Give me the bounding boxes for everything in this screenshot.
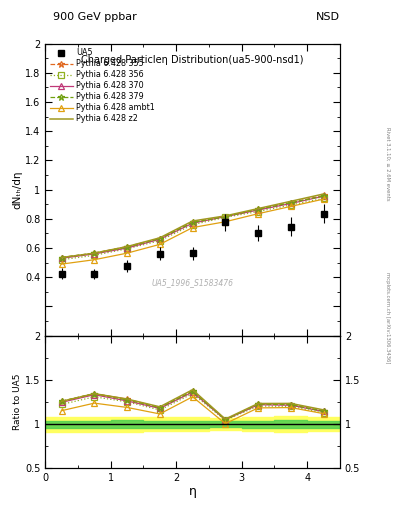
Pythia 6.428 379	[125, 244, 129, 250]
Pythia 6.428 ambt1	[59, 261, 64, 267]
Pythia 6.428 356	[125, 246, 129, 252]
Pythia 6.428 356	[321, 195, 326, 201]
Pythia 6.428 ambt1	[288, 203, 293, 209]
Text: Rivet 3.1.10; ≥ 2.6M events: Rivet 3.1.10; ≥ 2.6M events	[385, 127, 390, 201]
Line: Pythia 6.428 ambt1: Pythia 6.428 ambt1	[59, 196, 327, 267]
Pythia 6.428 379	[321, 193, 326, 199]
Pythia 6.428 ambt1	[321, 196, 326, 202]
Line: Pythia 6.428 379: Pythia 6.428 379	[59, 193, 327, 261]
Pythia 6.428 379	[190, 220, 195, 226]
Pythia 6.428 370	[321, 193, 326, 199]
Pythia 6.428 z2	[288, 198, 293, 204]
Pythia 6.428 370	[288, 200, 293, 206]
Pythia 6.428 356	[158, 238, 162, 244]
Pythia 6.428 370	[158, 236, 162, 242]
Pythia 6.428 355	[92, 250, 97, 256]
Pythia 6.428 379	[59, 254, 64, 261]
Line: Pythia 6.428 370: Pythia 6.428 370	[59, 193, 327, 262]
Pythia 6.428 ambt1	[256, 210, 261, 217]
Y-axis label: Ratio to UA5: Ratio to UA5	[13, 374, 22, 430]
Pythia 6.428 ambt1	[92, 257, 97, 263]
Pythia 6.428 379	[92, 250, 97, 256]
Pythia 6.428 z2	[321, 191, 326, 197]
Pythia 6.428 356	[288, 202, 293, 208]
Pythia 6.428 z2	[223, 213, 228, 219]
Pythia 6.428 355	[256, 206, 261, 212]
Text: NSD: NSD	[316, 11, 340, 22]
X-axis label: η: η	[189, 485, 196, 498]
Pythia 6.428 ambt1	[125, 250, 129, 256]
Pythia 6.428 379	[158, 236, 162, 242]
Y-axis label: dNₜₕ/dη: dNₜₕ/dη	[12, 170, 22, 209]
Pythia 6.428 z2	[59, 254, 64, 261]
Pythia 6.428 z2	[256, 205, 261, 211]
Pythia 6.428 370	[256, 207, 261, 213]
Text: 900 GeV ppbar: 900 GeV ppbar	[53, 11, 137, 22]
Pythia 6.428 z2	[190, 218, 195, 224]
Text: Charged Particleη Distribution(ua5-900-nsd1): Charged Particleη Distribution(ua5-900-n…	[81, 55, 304, 65]
Pythia 6.428 355	[321, 193, 326, 199]
Line: Pythia 6.428 356: Pythia 6.428 356	[59, 195, 327, 263]
Pythia 6.428 379	[288, 200, 293, 206]
Text: mcplots.cern.ch [arXiv:1306.3436]: mcplots.cern.ch [arXiv:1306.3436]	[385, 272, 390, 363]
Line: Pythia 6.428 z2: Pythia 6.428 z2	[62, 194, 323, 258]
Pythia 6.428 370	[125, 245, 129, 251]
Pythia 6.428 355	[288, 200, 293, 206]
Legend: UA5, Pythia 6.428 355, Pythia 6.428 356, Pythia 6.428 370, Pythia 6.428 379, Pyt: UA5, Pythia 6.428 355, Pythia 6.428 356,…	[48, 47, 156, 125]
Pythia 6.428 356	[190, 222, 195, 228]
Pythia 6.428 356	[92, 252, 97, 259]
Text: UA5_1996_S1583476: UA5_1996_S1583476	[152, 279, 233, 288]
Pythia 6.428 z2	[125, 244, 129, 250]
Pythia 6.428 370	[92, 251, 97, 257]
Pythia 6.428 355	[223, 214, 228, 220]
Pythia 6.428 z2	[92, 250, 97, 256]
Pythia 6.428 355	[190, 220, 195, 226]
Pythia 6.428 ambt1	[190, 224, 195, 230]
Pythia 6.428 379	[223, 214, 228, 220]
Pythia 6.428 379	[256, 206, 261, 212]
Pythia 6.428 370	[59, 255, 64, 261]
Pythia 6.428 356	[223, 215, 228, 221]
Pythia 6.428 356	[256, 208, 261, 215]
Pythia 6.428 355	[59, 254, 64, 261]
Pythia 6.428 355	[125, 244, 129, 250]
Pythia 6.428 355	[158, 236, 162, 242]
Line: Pythia 6.428 355: Pythia 6.428 355	[59, 193, 327, 261]
Pythia 6.428 ambt1	[223, 219, 228, 225]
Pythia 6.428 ambt1	[158, 241, 162, 247]
Pythia 6.428 356	[59, 257, 64, 263]
Pythia 6.428 370	[223, 214, 228, 220]
Pythia 6.428 370	[190, 220, 195, 226]
Pythia 6.428 z2	[158, 234, 162, 241]
